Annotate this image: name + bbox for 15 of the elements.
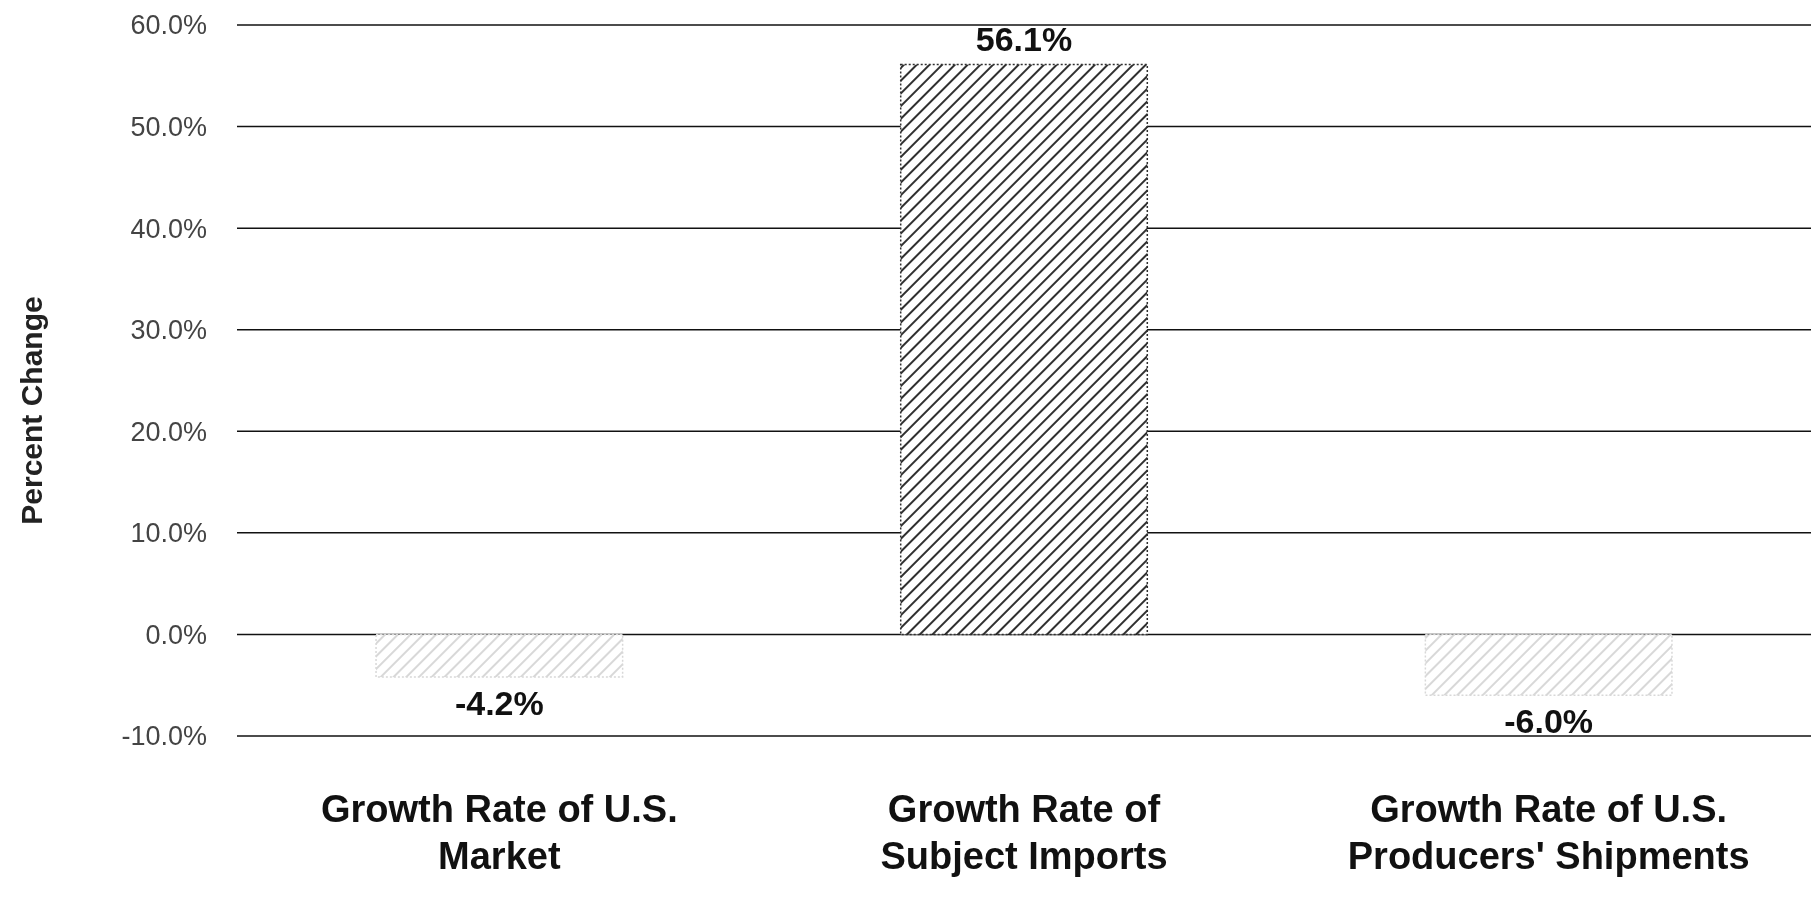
- data-label: 56.1%: [975, 19, 1073, 58]
- y-tick-label: 60.0%: [130, 10, 207, 41]
- y-tick-label: 40.0%: [130, 213, 207, 244]
- y-tick-label: 30.0%: [130, 315, 207, 346]
- y-tick-label: 50.0%: [130, 112, 207, 143]
- y-tick-label: 20.0%: [130, 416, 207, 447]
- y-tick-label: 0.0%: [145, 619, 207, 650]
- y-axis-title: Percent Change: [15, 296, 48, 525]
- y-tick-label: 10.0%: [130, 518, 207, 549]
- y-tick-label: -10.0%: [121, 721, 207, 752]
- data-label: -6.0%: [1504, 702, 1594, 741]
- x-tick-label: Growth Rate of U.S. Market: [320, 788, 678, 877]
- x-tick-label: Growth Rate of Subject Imports: [880, 788, 1168, 877]
- data-label: -4.2%: [454, 684, 544, 723]
- x-tick-label: Growth Rate of U.S. Producers' Shipments: [1347, 788, 1750, 877]
